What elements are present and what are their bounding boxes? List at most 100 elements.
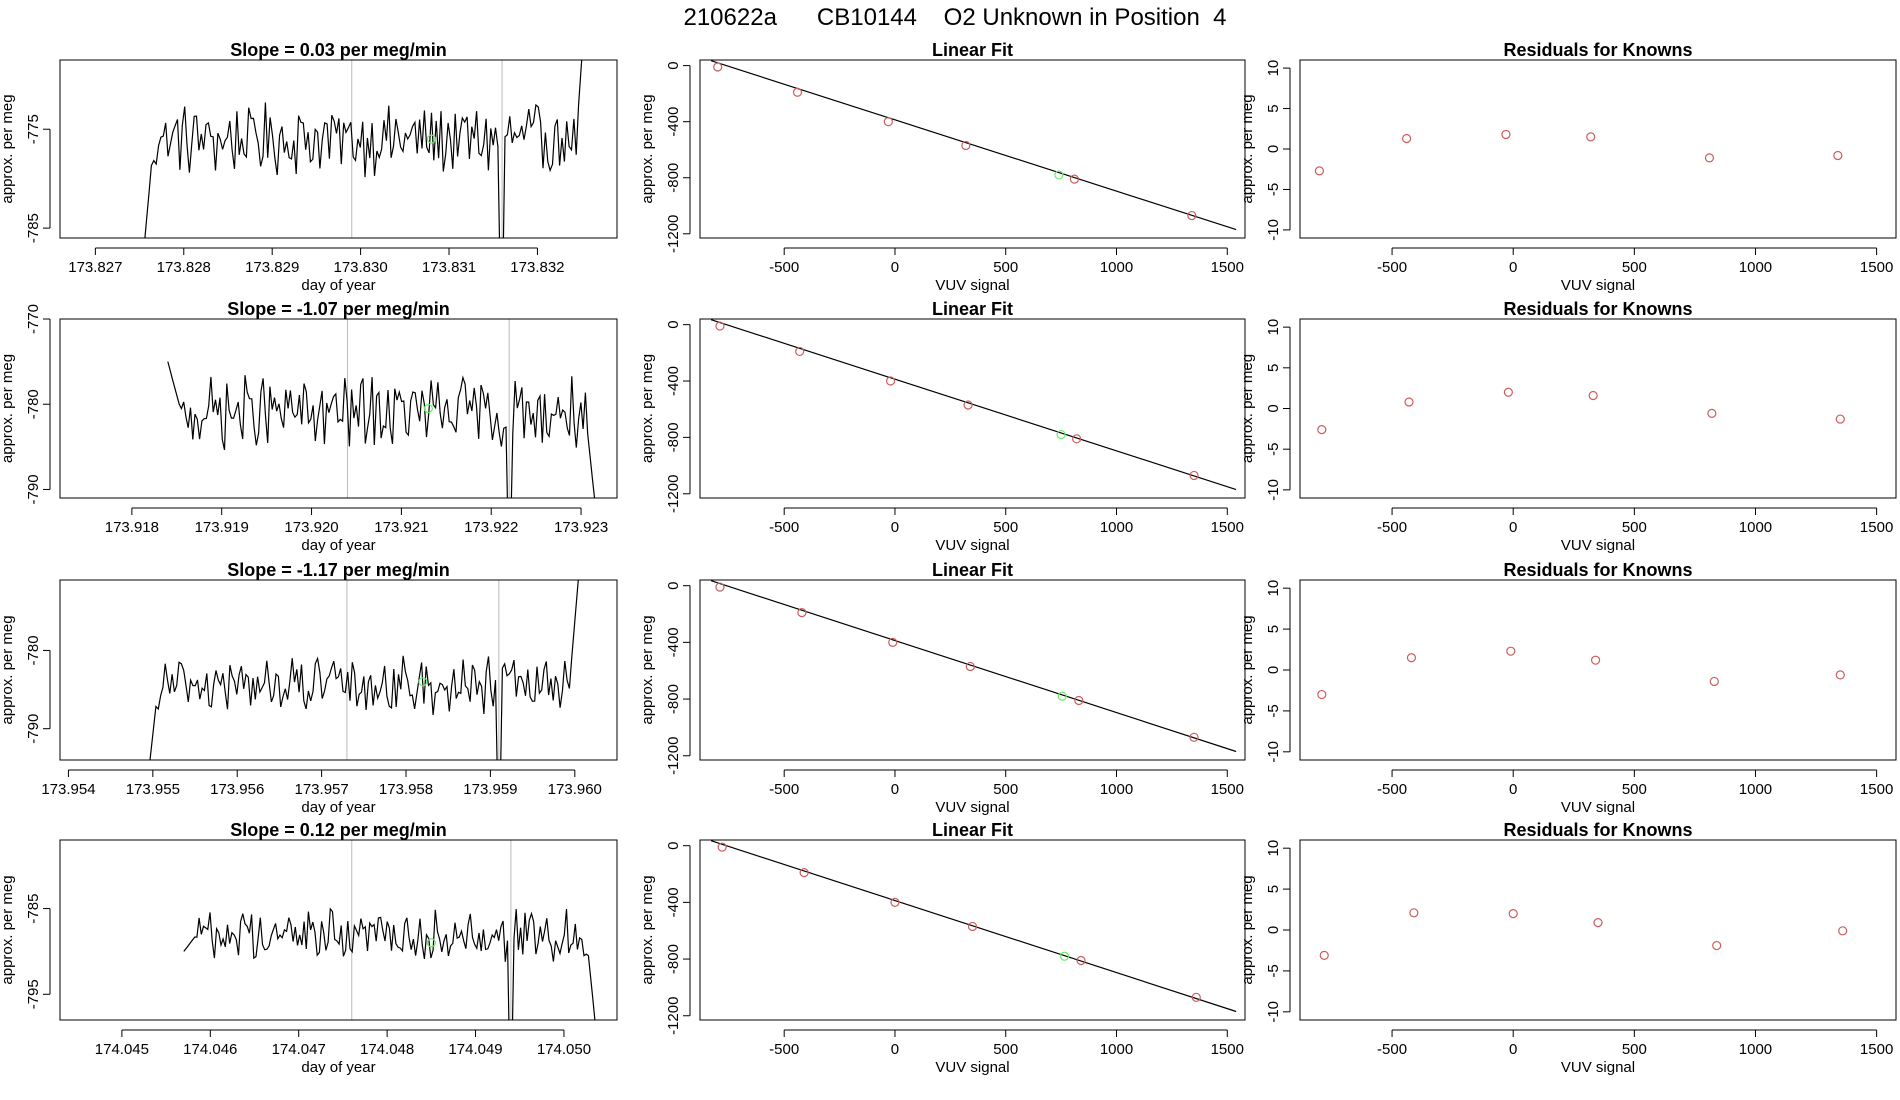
plot-frame bbox=[699, 59, 1246, 239]
x-tick-label: 173.921 bbox=[374, 519, 428, 536]
x-tick-label: 1500 bbox=[1860, 259, 1893, 276]
y-axis-label: approx. per meg bbox=[639, 615, 656, 724]
panel-linear-fit-row-1: Linear Fit VUV signal approx. per meg -500 0… bbox=[639, 299, 1246, 554]
x-tick-label: 173.958 bbox=[379, 781, 433, 798]
known-point bbox=[1189, 732, 1199, 742]
y-tick-label: -5 bbox=[1265, 704, 1282, 717]
x-tick-label: -500 bbox=[769, 781, 799, 798]
plot-frame bbox=[59, 579, 618, 761]
residual-point bbox=[1314, 166, 1324, 176]
residual-point bbox=[1833, 150, 1843, 161]
x-tick-label: 174.050 bbox=[537, 1041, 591, 1058]
fit-line bbox=[710, 840, 1237, 1013]
y-tick-label: -785 bbox=[25, 213, 42, 243]
panel-grid: Slope = 0.03 per meg/min day of year appro… bbox=[0, 40, 1897, 1076]
known-point bbox=[890, 897, 900, 907]
y-tick-label: 0 bbox=[665, 581, 682, 589]
series-line bbox=[149, 580, 579, 760]
panel-title: Residuals for Knowns bbox=[1503, 299, 1692, 319]
known-point bbox=[1074, 695, 1084, 706]
x-tick-label: 173.829 bbox=[245, 259, 299, 276]
y-axis-label: approx. per meg bbox=[1239, 94, 1256, 203]
plot-area bbox=[1319, 908, 1848, 960]
y-axis-label: approx. per meg bbox=[0, 615, 16, 724]
x-tick-label: 1500 bbox=[1211, 519, 1244, 536]
panel-title: Residuals for Knowns bbox=[1503, 560, 1692, 580]
x-tick-label: 1500 bbox=[1860, 1041, 1893, 1058]
x-tick-label: 1500 bbox=[1860, 519, 1893, 536]
panel-title: Linear Fit bbox=[932, 40, 1013, 60]
y-tick-label: 10 bbox=[1265, 60, 1282, 77]
y-tick-label: -1200 bbox=[665, 215, 682, 253]
panel-title: Slope = 0.12 per meg/min bbox=[230, 820, 447, 840]
y-axis-label: approx. per meg bbox=[639, 875, 656, 984]
known-point bbox=[883, 117, 893, 127]
y-tick-label: -5 bbox=[1265, 183, 1282, 196]
panel-residuals-row-0: Residuals for Knowns VUV signal approx. pe… bbox=[1239, 40, 1897, 294]
series-line bbox=[167, 361, 596, 498]
y-tick-label: -785 bbox=[25, 894, 42, 924]
plot-area bbox=[710, 319, 1237, 491]
residual-point bbox=[1593, 918, 1603, 928]
panel-time-series-row-0: Slope = 0.03 per meg/min day of year appro… bbox=[0, 40, 618, 294]
residual-point bbox=[1508, 909, 1518, 919]
x-tick-label: -500 bbox=[769, 259, 799, 276]
y-tick-label: 0 bbox=[1265, 145, 1282, 153]
plot-area bbox=[183, 840, 596, 1020]
known-point bbox=[1187, 210, 1197, 221]
known-point bbox=[1072, 434, 1082, 444]
y-axis-label: approx. per meg bbox=[1239, 875, 1256, 984]
x-axis-label: day of year bbox=[301, 1059, 375, 1076]
y-tick-label: -1200 bbox=[665, 737, 682, 775]
x-tick-label: 1000 bbox=[1739, 259, 1772, 276]
y-tick-label: -400 bbox=[665, 887, 682, 917]
y-tick-label: 0 bbox=[1265, 666, 1282, 674]
y-tick-label: -775 bbox=[25, 114, 42, 144]
x-tick-label: 174.047 bbox=[272, 1041, 326, 1058]
known-point bbox=[1069, 174, 1080, 184]
panel-title: Slope = -1.07 per meg/min bbox=[227, 299, 450, 319]
x-tick-label: 500 bbox=[1622, 519, 1647, 536]
x-tick-label: 173.920 bbox=[284, 519, 338, 536]
unknown-marker bbox=[426, 134, 436, 144]
plot-area bbox=[1317, 387, 1845, 435]
y-tick-label: -10 bbox=[1265, 1001, 1282, 1023]
residual-point bbox=[1319, 950, 1329, 960]
plot-frame bbox=[59, 839, 618, 1021]
plot-frame bbox=[699, 839, 1246, 1021]
x-tick-label: 174.048 bbox=[360, 1041, 414, 1058]
known-point bbox=[967, 921, 978, 932]
x-tick-label: 500 bbox=[1622, 259, 1647, 276]
y-axis-label: approx. per meg bbox=[1239, 354, 1256, 463]
x-tick-label: 0 bbox=[1509, 259, 1517, 276]
y-tick-label: -400 bbox=[665, 107, 682, 137]
x-tick-label: 1000 bbox=[1100, 259, 1133, 276]
x-tick-label: 1000 bbox=[1100, 781, 1133, 798]
y-tick-label: 0 bbox=[665, 61, 682, 69]
known-point bbox=[717, 842, 727, 852]
x-axis-label: VUV signal bbox=[1561, 799, 1635, 816]
x-tick-label: 0 bbox=[1509, 781, 1517, 798]
residual-point bbox=[1506, 646, 1516, 656]
plot-area bbox=[1314, 129, 1843, 176]
y-tick-label: -790 bbox=[25, 474, 42, 504]
x-axis-label: day of year bbox=[301, 277, 375, 294]
known-point bbox=[799, 867, 809, 878]
unknown-point bbox=[1056, 429, 1066, 440]
residual-point bbox=[1712, 940, 1722, 951]
y-tick-label: -780 bbox=[25, 635, 42, 665]
unknown-marker bbox=[426, 938, 436, 948]
x-tick-label: 0 bbox=[1509, 1041, 1517, 1058]
x-tick-label: -500 bbox=[1377, 519, 1407, 536]
y-tick-label: -800 bbox=[665, 163, 682, 193]
x-tick-label: 500 bbox=[993, 1041, 1018, 1058]
y-tick-label: -770 bbox=[25, 304, 42, 334]
x-tick-label: 500 bbox=[1622, 1041, 1647, 1058]
unknown-point bbox=[1057, 691, 1067, 701]
x-tick-label: 0 bbox=[891, 519, 899, 536]
x-axis-label: VUV signal bbox=[1561, 537, 1635, 554]
plot-area bbox=[149, 580, 579, 760]
x-tick-label: 500 bbox=[993, 259, 1018, 276]
unknown-point bbox=[1059, 951, 1070, 961]
